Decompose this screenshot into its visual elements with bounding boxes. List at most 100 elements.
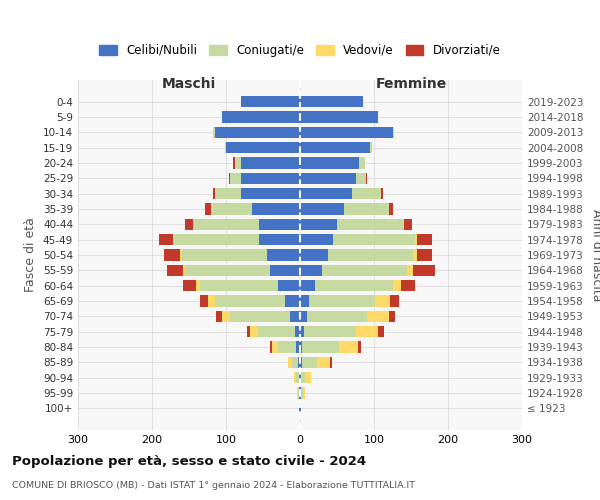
Bar <box>300 296 309 307</box>
Bar <box>339 342 358 353</box>
Bar <box>404 218 412 230</box>
Bar <box>180 249 182 261</box>
Bar <box>359 157 365 168</box>
Bar <box>305 372 311 384</box>
Bar <box>215 126 300 138</box>
Bar <box>241 172 300 184</box>
Bar <box>300 142 370 154</box>
Bar <box>221 310 230 322</box>
Bar <box>389 203 392 214</box>
Bar <box>300 96 363 108</box>
Bar <box>299 372 300 384</box>
Bar <box>328 249 413 261</box>
Bar <box>300 188 352 200</box>
Bar <box>296 342 300 353</box>
Bar <box>376 296 390 307</box>
Bar <box>370 142 372 154</box>
Bar <box>259 234 300 245</box>
Bar <box>241 96 300 108</box>
Bar <box>302 356 317 368</box>
Bar <box>285 296 300 307</box>
Bar <box>215 188 241 200</box>
Bar <box>205 203 211 214</box>
Bar <box>215 310 221 322</box>
Bar <box>174 234 259 245</box>
Bar <box>300 111 378 122</box>
Bar <box>296 372 299 384</box>
Bar <box>297 388 298 399</box>
Bar <box>298 356 300 368</box>
Bar <box>183 280 196 291</box>
Bar <box>230 310 290 322</box>
Bar <box>358 342 361 353</box>
Bar <box>300 388 301 399</box>
Bar <box>322 264 407 276</box>
Bar <box>355 172 366 184</box>
Bar <box>309 296 376 307</box>
Bar <box>300 280 315 291</box>
Bar <box>317 356 331 368</box>
Y-axis label: Fasce di età: Fasce di età <box>25 218 37 292</box>
Bar <box>300 402 301 414</box>
Bar <box>250 326 258 338</box>
Bar <box>235 157 241 168</box>
Bar <box>300 157 359 168</box>
Bar <box>300 372 301 384</box>
Bar <box>247 326 250 338</box>
Bar <box>355 326 378 338</box>
Bar <box>303 388 305 399</box>
Bar <box>337 218 404 230</box>
Bar <box>164 249 180 261</box>
Bar <box>222 111 300 122</box>
Bar <box>208 296 215 307</box>
Bar <box>407 264 413 276</box>
Bar <box>300 218 337 230</box>
Bar <box>417 234 432 245</box>
Bar <box>300 126 392 138</box>
Bar <box>378 326 383 338</box>
Bar <box>252 203 300 214</box>
Text: Popolazione per età, sesso e stato civile - 2024: Popolazione per età, sesso e stato civil… <box>12 455 366 468</box>
Bar <box>212 188 215 200</box>
Bar <box>401 280 415 291</box>
Bar <box>413 264 436 276</box>
Bar <box>366 172 367 184</box>
Bar <box>259 218 300 230</box>
Bar <box>367 310 389 322</box>
Bar <box>300 234 334 245</box>
Bar <box>300 203 344 214</box>
Bar <box>392 126 394 138</box>
Bar <box>167 264 183 276</box>
Text: COMUNE DI BRIOSCO (MB) - Dati ISTAT 1° gennaio 2024 - Elaborazione TUTTITALIA.IT: COMUNE DI BRIOSCO (MB) - Dati ISTAT 1° g… <box>12 480 415 490</box>
Bar <box>417 249 432 261</box>
Bar <box>390 296 399 307</box>
Bar <box>299 402 300 414</box>
Bar <box>382 188 383 200</box>
Bar <box>302 342 339 353</box>
Bar <box>211 203 252 214</box>
Bar <box>334 234 415 245</box>
Bar <box>278 342 296 353</box>
Bar <box>193 218 259 230</box>
Bar <box>215 296 285 307</box>
Bar <box>214 126 215 138</box>
Bar <box>182 249 266 261</box>
Bar <box>389 310 395 322</box>
Bar <box>288 356 292 368</box>
Bar <box>241 188 300 200</box>
Bar <box>258 326 295 338</box>
Bar <box>173 234 174 245</box>
Y-axis label: Anni di nascita: Anni di nascita <box>590 209 600 301</box>
Bar <box>300 342 302 353</box>
Bar <box>300 172 355 184</box>
Bar <box>300 264 322 276</box>
Bar <box>294 372 296 384</box>
Bar <box>290 310 300 322</box>
Bar <box>185 218 193 230</box>
Bar <box>271 342 272 353</box>
Bar <box>278 280 300 291</box>
Bar <box>295 326 300 338</box>
Bar <box>299 388 300 399</box>
Bar <box>272 342 278 353</box>
Bar <box>226 142 300 154</box>
